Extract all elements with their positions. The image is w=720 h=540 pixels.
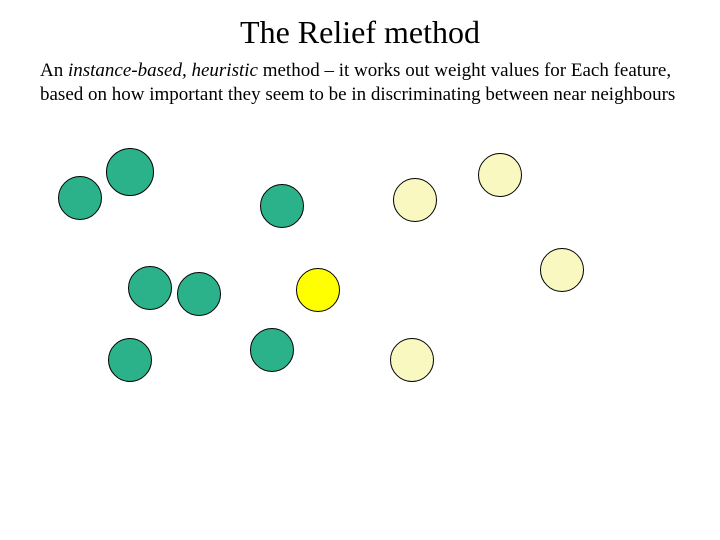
data-point-6 <box>250 328 294 372</box>
data-point-9 <box>540 248 584 292</box>
data-point-7 <box>393 178 437 222</box>
data-point-8 <box>478 153 522 197</box>
data-point-1 <box>58 176 102 220</box>
data-point-4 <box>177 272 221 316</box>
data-point-5 <box>108 338 152 382</box>
data-point-0 <box>106 148 154 196</box>
data-point-11 <box>296 268 340 312</box>
data-point-10 <box>390 338 434 382</box>
data-point-2 <box>260 184 304 228</box>
data-point-3 <box>128 266 172 310</box>
scatter-diagram <box>0 0 720 540</box>
